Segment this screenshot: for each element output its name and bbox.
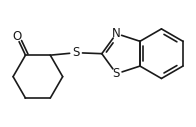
Text: N: N [112,27,121,40]
Text: S: S [113,67,120,80]
Text: O: O [12,30,21,43]
Text: S: S [72,46,80,59]
